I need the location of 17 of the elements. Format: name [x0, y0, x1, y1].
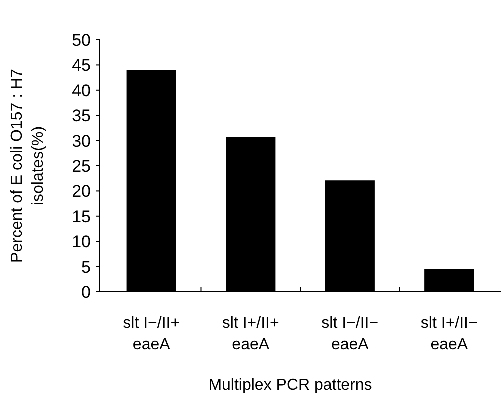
y-tick-label: 30 — [72, 132, 91, 151]
x-tick-label: slt I−/II− eaeA — [322, 315, 379, 354]
x-tick-label: slt I−/II+ eaeA — [123, 315, 180, 354]
y-tick-label: 15 — [72, 207, 91, 226]
y-tick-label: 0 — [82, 282, 91, 302]
y-tick-label: 10 — [72, 232, 91, 252]
y-tick-label: 40 — [72, 81, 91, 100]
y-tick-label: 45 — [72, 56, 91, 76]
y-tick-label: 20 — [72, 182, 91, 202]
y-tick-label: 25 — [72, 156, 91, 176]
y-axis-title: Percent of E coli O157 : H7 isolates(%) — [9, 68, 47, 263]
x-axis-title: Multiplex PCR patterns — [208, 377, 372, 394]
y-tick-label: 35 — [72, 106, 91, 126]
x-tick-label: slt I+/II+ eaeA — [222, 315, 280, 354]
y-tick-label: 5 — [82, 258, 91, 277]
y-tick-label: 50 — [72, 30, 91, 50]
x-tick-label: slt I+/II− eaeA — [420, 315, 478, 354]
